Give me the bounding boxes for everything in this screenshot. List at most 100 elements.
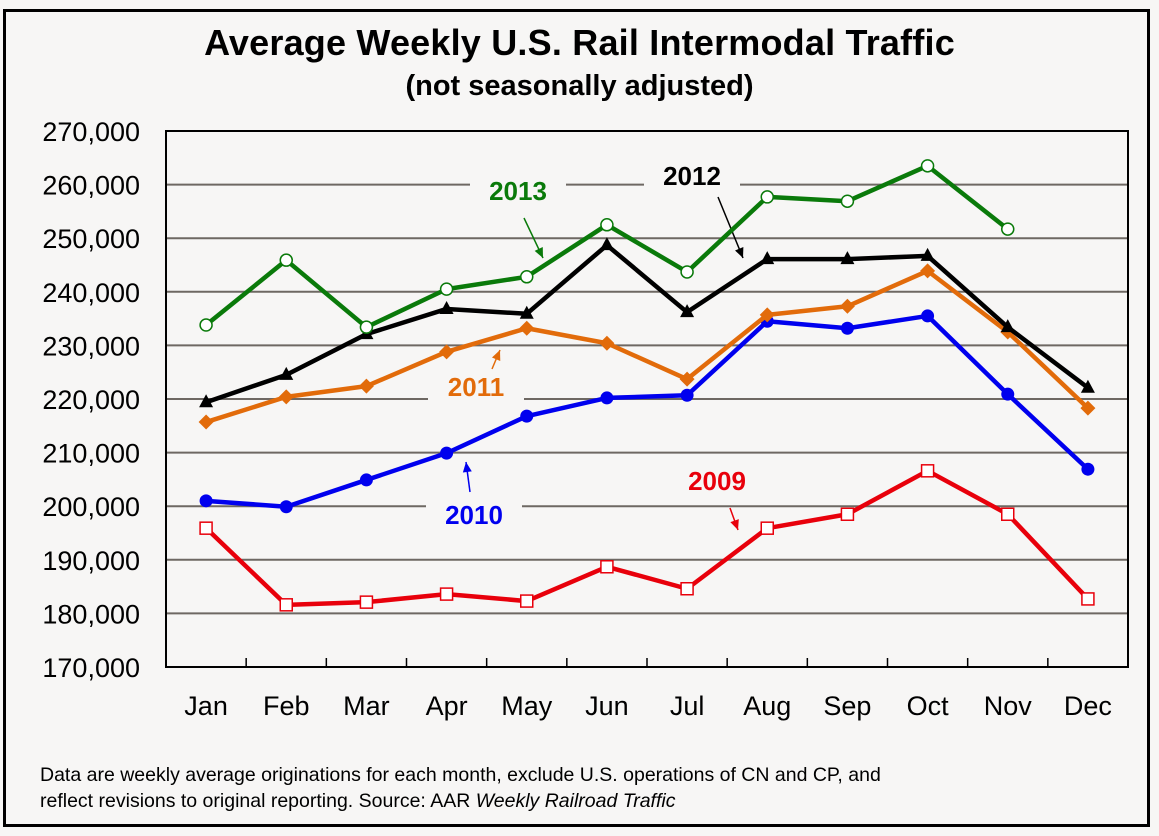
- arrowhead-icon: [735, 247, 744, 258]
- data-point-circle: [1001, 387, 1015, 401]
- series-2010: [199, 309, 1095, 514]
- y-tick-label: 180,000: [42, 599, 140, 629]
- data-point-open-circle: [920, 159, 935, 173]
- axes: [165, 130, 1129, 668]
- data-point-square: [840, 507, 855, 521]
- footnote: Data are weekly average originations for…: [40, 762, 881, 814]
- footnote-line-1: Data are weekly average originations for…: [40, 764, 881, 786]
- data-point-diamond: [920, 263, 936, 279]
- data-point-square: [680, 581, 694, 596]
- annotation-label-2010: 2010: [445, 500, 503, 530]
- data-point-open-circle: [359, 320, 374, 334]
- data-point-diamond: [439, 344, 455, 360]
- data-point-square: [439, 587, 454, 601]
- series-lines: [198, 159, 1096, 612]
- data-point-open-circle: [1001, 222, 1015, 236]
- annotation-label-bg: [470, 173, 566, 207]
- data-point-diamond: [599, 335, 615, 351]
- data-point-triangle: [920, 247, 935, 261]
- data-point-square: [1081, 592, 1095, 606]
- data-point-circle: [840, 321, 854, 335]
- arrowhead-icon: [491, 350, 501, 361]
- arrowhead-icon: [730, 519, 739, 530]
- data-point-open-circle: [840, 194, 855, 208]
- data-point-circle: [520, 409, 534, 423]
- data-point-triangle: [680, 304, 695, 318]
- data-point-diamond: [839, 298, 855, 314]
- series-2012: [199, 237, 1095, 408]
- series-2009: [199, 464, 1095, 612]
- data-point-circle: [600, 391, 614, 405]
- data-point-circle: [1081, 462, 1095, 476]
- x-tick-label: Apr: [426, 691, 468, 721]
- annotation-label-bg: [644, 158, 740, 192]
- data-point-open-circle: [760, 190, 774, 204]
- data-point-square: [520, 594, 534, 608]
- data-point-open-circle: [600, 218, 614, 232]
- x-tick-label: Jun: [585, 691, 629, 721]
- data-point-open-circle: [279, 253, 293, 267]
- annotations: 2013 2012 2011 2010 2009: [426, 158, 765, 531]
- data-point-open-circle: [439, 282, 454, 296]
- data-point-triangle: [519, 305, 534, 319]
- data-point-triangle: [199, 394, 214, 408]
- y-tick-label: 220,000: [42, 385, 140, 415]
- data-point-open-circle: [680, 265, 694, 279]
- x-tick-label: Aug: [743, 691, 791, 721]
- footnote-source: Weekly Railroad Traffic: [475, 790, 676, 812]
- annotation-label-bg: [669, 463, 765, 497]
- data-point-diamond: [1080, 400, 1096, 416]
- data-point-square: [359, 595, 374, 609]
- x-tick-label: Mar: [343, 691, 390, 721]
- x-tick-label: Jan: [184, 691, 228, 721]
- data-point-diamond: [519, 320, 535, 336]
- data-point-diamond: [679, 371, 695, 387]
- data-point-circle: [921, 309, 935, 323]
- annotation-label-bg: [426, 497, 522, 531]
- data-point-circle: [279, 500, 293, 514]
- annotation-label-2013: 2013: [489, 176, 547, 206]
- y-tick-label: 170,000: [42, 653, 140, 683]
- series-line-2009: [204, 468, 1090, 608]
- x-tick-label: Sep: [823, 691, 871, 721]
- data-point-triangle: [439, 300, 454, 314]
- data-point-square: [1001, 507, 1015, 521]
- y-tick-label: 190,000: [42, 546, 140, 576]
- data-point-triangle: [279, 366, 294, 380]
- data-point-square: [600, 560, 614, 574]
- data-point-triangle: [760, 251, 775, 265]
- annotation-label-2009: 2009: [688, 466, 746, 496]
- data-point-circle: [199, 494, 213, 508]
- footnote-line-2: reflect revisions to original reporting.…: [40, 788, 881, 814]
- data-point-square: [199, 521, 213, 535]
- data-point-square: [279, 598, 293, 612]
- y-tick-label: 260,000: [42, 171, 140, 201]
- data-point-circle: [359, 473, 373, 487]
- y-tick-label: 270,000: [42, 117, 140, 147]
- annotation-label-2011: 2011: [448, 372, 504, 402]
- footnote-prefix: reflect revisions to original reporting.…: [40, 790, 476, 812]
- chart-title: Average Weekly U.S. Rail Intermodal Traf…: [204, 22, 955, 63]
- data-point-open-circle: [520, 270, 534, 284]
- arrowhead-icon: [462, 462, 472, 473]
- data-point-open-circle: [199, 318, 213, 332]
- x-tick-label: Oct: [907, 691, 950, 721]
- data-point-triangle: [840, 251, 855, 265]
- y-tick-label: 200,000: [42, 492, 140, 522]
- x-tick-label: Jul: [670, 691, 705, 721]
- series-2013: [199, 159, 1015, 334]
- series-line-2011: [205, 268, 1090, 425]
- x-tick-label: Nov: [984, 691, 1033, 721]
- data-point-triangle: [599, 237, 614, 251]
- chart-subtitle: (not seasonally adjusted): [405, 70, 754, 102]
- data-point-diamond: [358, 378, 374, 394]
- x-tick-labels: Jan Feb Mar Apr May Jun Jul Aug Sep Oct Nov Dec: [184, 691, 1112, 721]
- data-point-diamond: [278, 389, 294, 405]
- annotation-label-2012: 2012: [663, 161, 721, 191]
- data-point-square: [920, 464, 935, 478]
- series-2011: [198, 263, 1096, 430]
- y-tick-label: 230,000: [42, 331, 140, 361]
- y-tick-label: 210,000: [42, 439, 140, 469]
- annotation-label-bg: [428, 369, 524, 403]
